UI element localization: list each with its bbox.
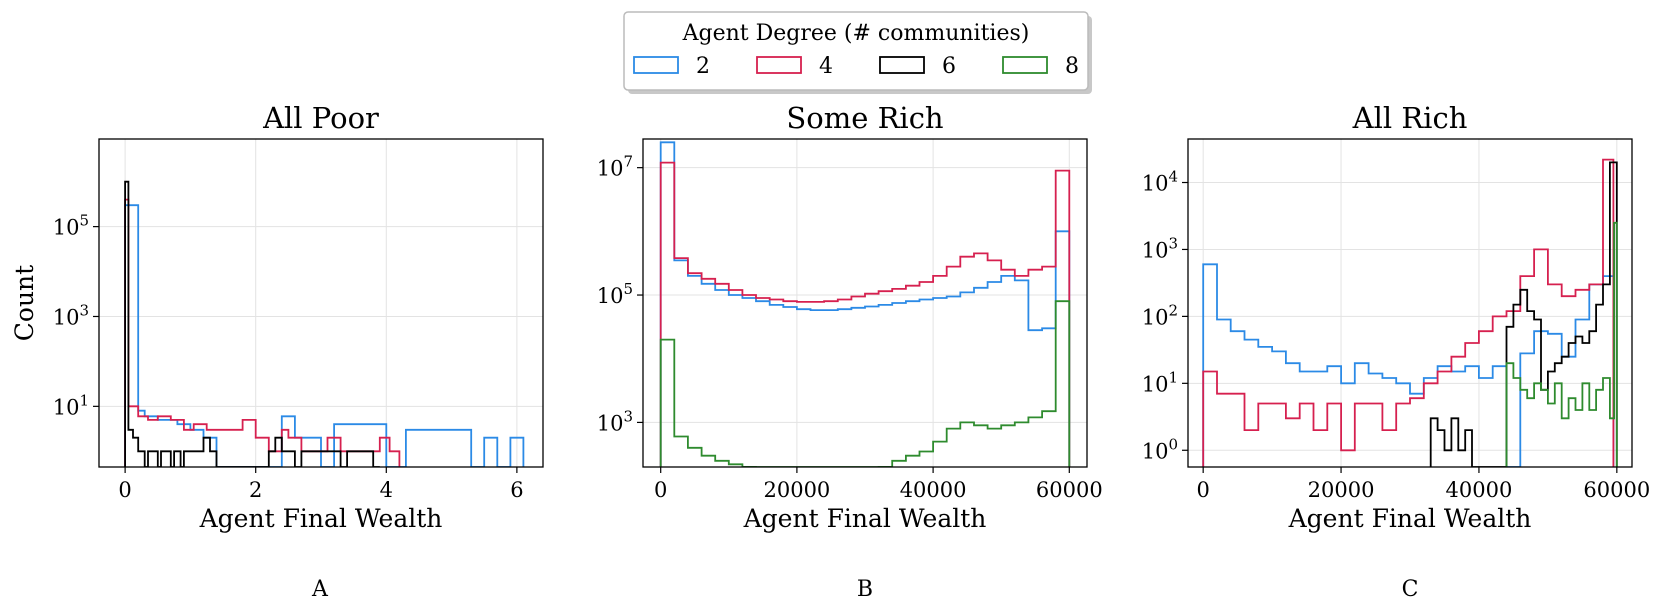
x-tick-label: 0 <box>118 478 131 502</box>
legend-swatch-2 <box>633 56 679 74</box>
x-tick-label: 6 <box>510 478 523 502</box>
legend-label-2: 2 <box>696 54 710 79</box>
panel-B: 0 20000 40000 60000 103 105 107 Some Rich Agent … <box>597 101 1103 602</box>
y-tick-label: 107 <box>597 153 633 181</box>
legend-entry-2: 2 <box>633 54 710 79</box>
x-tick-label: 40000 <box>1446 478 1513 502</box>
x-tick-label: 40000 <box>900 478 967 502</box>
x-tick-label: 0 <box>654 478 667 502</box>
y-axis-label: Count <box>10 265 39 341</box>
series-group <box>659 141 1071 467</box>
series-2-histogram <box>124 204 525 467</box>
y-tick-label: 104 <box>1142 168 1178 196</box>
legend-swatch-6 <box>879 56 925 74</box>
panel-letter: A <box>311 577 329 602</box>
y-tick-label: 105 <box>53 212 89 240</box>
series-6-histogram <box>1429 161 1618 467</box>
axes-frame <box>98 138 544 468</box>
x-axis-label: Agent Final Wealth <box>199 504 443 533</box>
legend-swatch-8 <box>1002 56 1048 74</box>
legend: Agent Degree (# communities) 2 4 6 8 <box>623 11 1092 94</box>
y-tick-label: 103 <box>1142 234 1178 262</box>
legend-entry-8: 8 <box>1002 54 1079 79</box>
series-group <box>124 180 525 467</box>
panel-title: Some Rich <box>786 101 943 135</box>
series-2-histogram <box>659 141 1071 467</box>
x-tick-label: 20000 <box>763 478 830 502</box>
panel-letter: B <box>857 577 873 602</box>
series-6-histogram <box>124 180 380 467</box>
series-4-histogram <box>1202 158 1615 467</box>
legend-label-6: 6 <box>942 54 956 79</box>
x-tick-label: 60000 <box>1036 478 1103 502</box>
x-tick-label: 20000 <box>1308 478 1375 502</box>
legend-swatch-4 <box>756 56 802 74</box>
panel-title: All Poor <box>262 101 379 135</box>
series-4-histogram <box>659 161 1071 467</box>
legend-label-4: 4 <box>819 54 833 79</box>
legend-entry-6: 6 <box>879 54 956 79</box>
x-tick-label: 60000 <box>1583 478 1650 502</box>
x-tick-label: 0 <box>1196 478 1209 502</box>
y-tick-label: 101 <box>53 391 89 419</box>
y-tick-label: 105 <box>597 280 633 308</box>
legend-frame <box>623 11 1089 91</box>
x-tick-label: 2 <box>249 478 262 502</box>
series-group <box>1202 158 1618 467</box>
y-tick-label: 103 <box>597 407 633 435</box>
x-axis-label: Agent Final Wealth <box>743 504 987 533</box>
y-tick-label: 100 <box>1142 435 1178 463</box>
y-tick-label: 102 <box>1142 301 1178 329</box>
series-2-histogram <box>1202 263 1615 467</box>
series-4-histogram <box>124 198 401 467</box>
grid <box>643 139 1087 467</box>
x-axis-label: Agent Final Wealth <box>1288 504 1532 533</box>
axes-frame <box>642 138 1088 468</box>
series-8-histogram <box>659 300 1071 467</box>
grid <box>99 139 543 467</box>
series-8-histogram <box>1505 221 1618 467</box>
panel-title: All Rich <box>1352 101 1468 135</box>
legend-entry-4: 4 <box>756 54 833 79</box>
panel-A: 0 2 4 6 101 103 105 All Poor Agent Final Wealth C… <box>10 101 544 602</box>
y-tick-label: 101 <box>1142 368 1178 396</box>
legend-title: Agent Degree (# communities) <box>682 21 1030 46</box>
legend-label-8: 8 <box>1065 54 1079 79</box>
y-tick-label: 103 <box>53 301 89 329</box>
axes-frame <box>1187 138 1633 468</box>
x-tick-label: 4 <box>380 478 393 502</box>
panel-C: 0 20000 40000 60000 100 101 102 103 104 All Rich A… <box>1142 101 1651 602</box>
panel-letter: C <box>1402 577 1419 602</box>
